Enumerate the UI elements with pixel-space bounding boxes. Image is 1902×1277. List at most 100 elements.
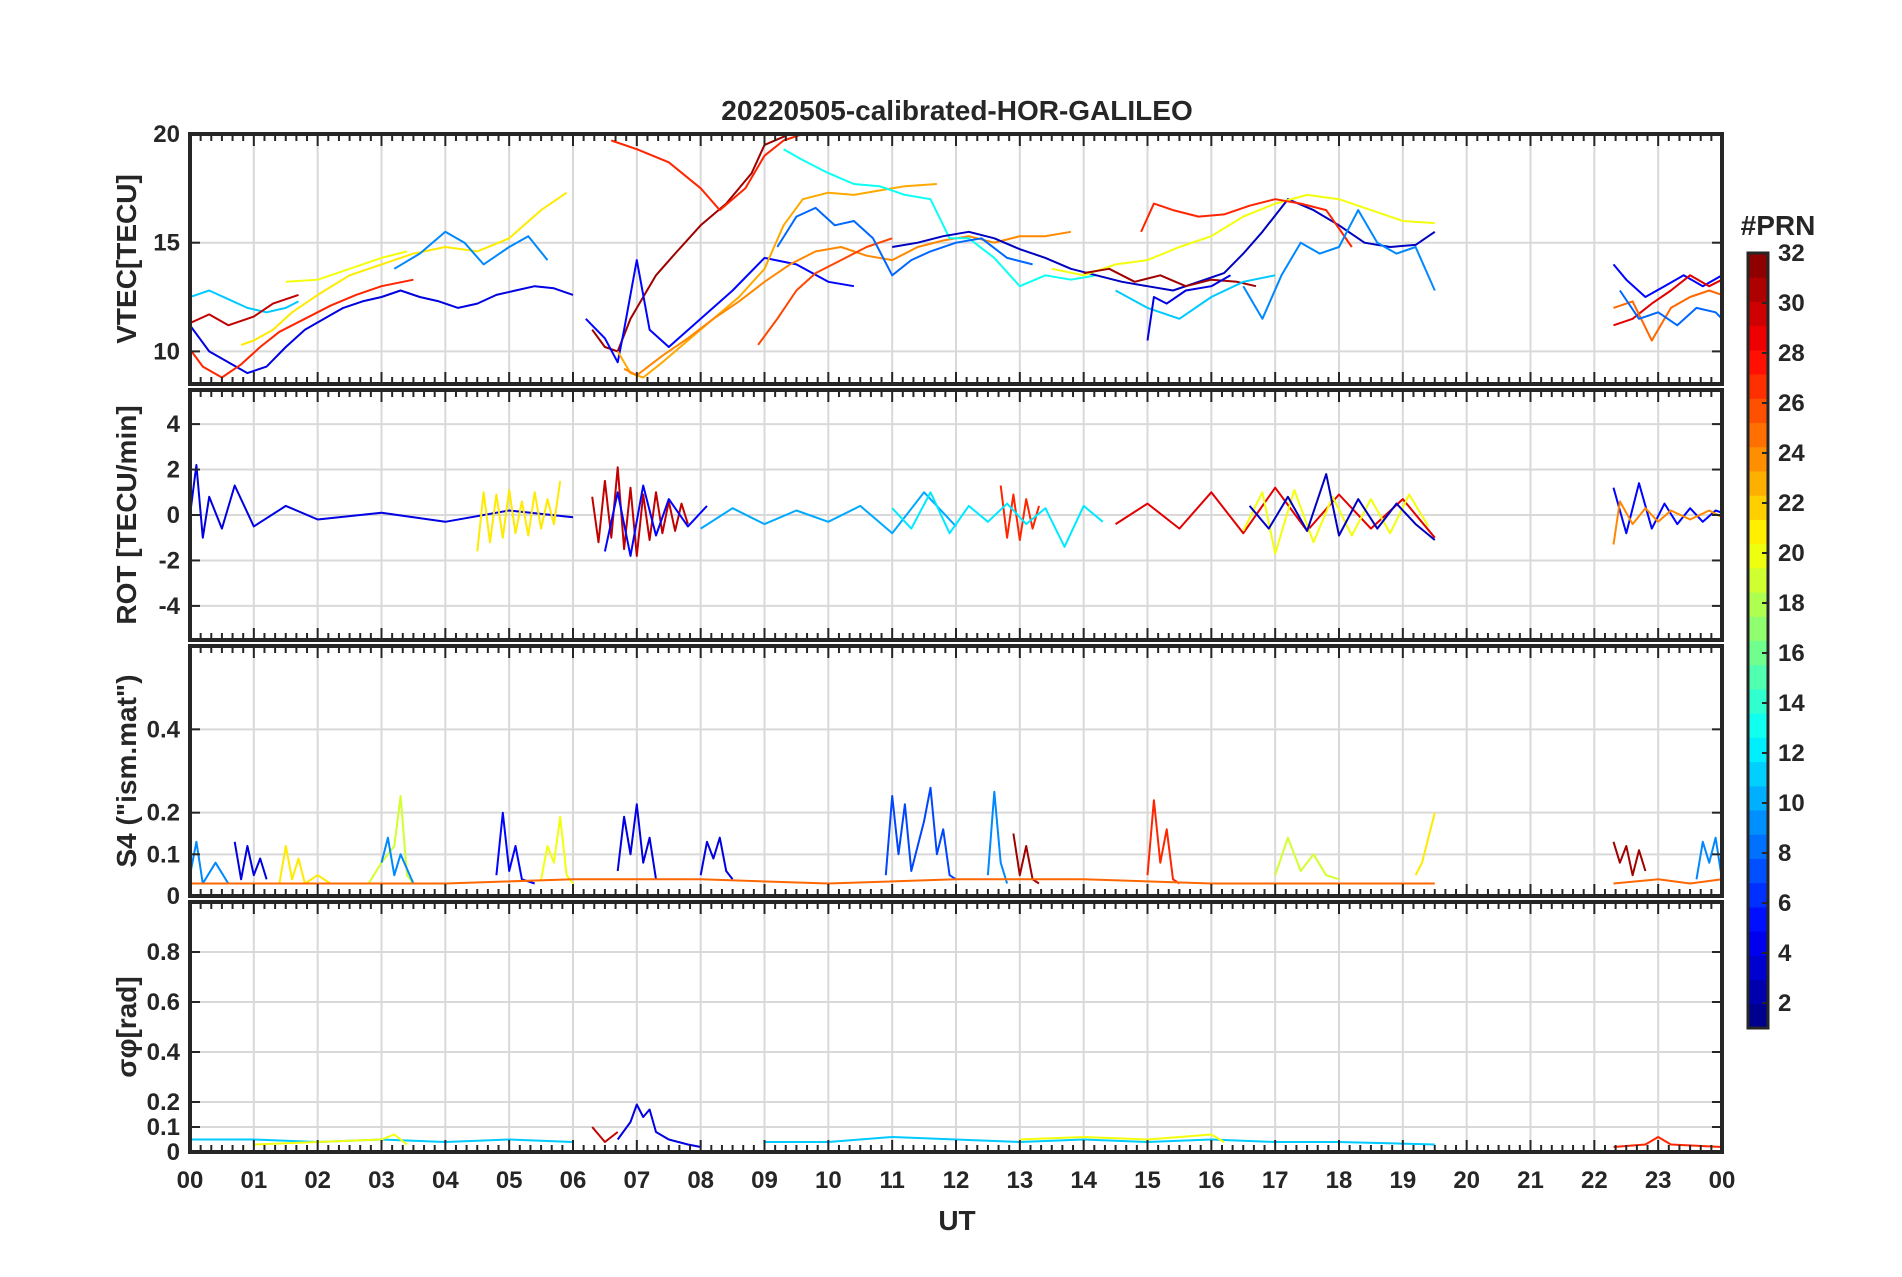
colorbar-segment xyxy=(1748,664,1768,690)
x-tick-label: 12 xyxy=(943,1167,970,1194)
series-line-prn-20 xyxy=(1019,1133,1225,1143)
colorbar-segment xyxy=(1748,495,1768,520)
series-line-prn-31 xyxy=(1012,833,1040,885)
panel-s4: 0 0.1 0.2 0.4S4 ("ism.mat") xyxy=(111,644,1724,910)
colorbar-tick-label: 14 xyxy=(1778,690,1805,717)
x-tick-label: 22 xyxy=(1581,1167,1608,1194)
colorbar-tick-label: 16 xyxy=(1778,640,1805,667)
series-line-prn-4 xyxy=(190,285,574,375)
series-line-prn-4 xyxy=(616,1103,701,1148)
series-line-prn-20 xyxy=(285,250,408,283)
series-group xyxy=(190,786,1722,885)
y-tick-label: 0.2 xyxy=(147,800,180,827)
series-line-prn-27 xyxy=(190,278,414,379)
x-tick-label: 06 xyxy=(560,1167,587,1194)
series-line-prn-29 xyxy=(1613,274,1722,327)
colorbar-segment xyxy=(1748,737,1768,763)
colorbar-segment xyxy=(1748,882,1768,908)
colorbar-segment xyxy=(1748,688,1768,714)
y-tick-label: 0 xyxy=(167,502,180,529)
colorbar-segment xyxy=(1748,1003,1768,1029)
chart-title: 20220505-calibrated-HOR-GALILEO xyxy=(721,95,1193,126)
series-line-prn-12 xyxy=(891,491,1104,548)
panel-vtec: 10 15 20 VTEC[TECU] xyxy=(111,121,1724,386)
x-tick-label: 20 xyxy=(1453,1167,1480,1194)
colorbar-segment xyxy=(1748,519,1768,545)
series-line-prn-31 xyxy=(1083,267,1257,288)
series-line-prn-25 xyxy=(1613,289,1722,342)
series-line-prn-21 xyxy=(1414,812,1436,876)
y-tick-label: 15 xyxy=(153,230,180,257)
colorbar-segment xyxy=(1748,858,1768,884)
y-tick-label: -2 xyxy=(159,547,180,574)
series-line-prn-21 xyxy=(476,480,562,552)
x-tick-label: 07 xyxy=(623,1167,650,1194)
series-line-prn-4 xyxy=(616,803,657,880)
colorbar-tick-label: 30 xyxy=(1778,290,1805,317)
colorbar-tick-label: 2 xyxy=(1778,990,1791,1017)
x-tick-label: 04 xyxy=(432,1167,459,1194)
panel-rot: -4 -2 0 2 4 ROT [TECU/min] xyxy=(111,388,1724,642)
colorbar-segment xyxy=(1748,470,1768,496)
colorbar-segment xyxy=(1748,253,1768,278)
panel-frame xyxy=(188,900,1724,1154)
y-tick-label: 4 xyxy=(167,411,181,438)
colorbar-tick-label: 18 xyxy=(1778,590,1805,617)
y-tick-label: 0.1 xyxy=(147,1114,180,1141)
series-line-prn-4 xyxy=(190,464,574,539)
panel-frame xyxy=(188,132,1724,386)
colorbar-tick-label: 24 xyxy=(1778,440,1805,467)
x-tick-label: 11 xyxy=(879,1167,904,1194)
colorbar-segment xyxy=(1748,713,1768,738)
y-tick-label: 0.4 xyxy=(147,1039,181,1066)
colorbar-tick-label: 32 xyxy=(1778,240,1805,267)
colorbar-segment xyxy=(1748,592,1768,617)
y-tick-label: 0.4 xyxy=(147,716,181,743)
series-line-prn-20 xyxy=(540,815,574,885)
x-axis-title: UT xyxy=(938,1205,975,1236)
colorbar-segment xyxy=(1748,810,1768,835)
series-line-prn-11 xyxy=(1115,274,1276,320)
colorbar-segment xyxy=(1748,979,1768,1005)
series-line-prn-11 xyxy=(190,289,299,314)
x-tick-label: 15 xyxy=(1134,1167,1161,1194)
series-line-prn-24 xyxy=(1612,500,1722,545)
colorbar-segment xyxy=(1748,277,1768,302)
series-line-prn-9 xyxy=(1695,836,1722,880)
x-tick-label: 09 xyxy=(751,1167,778,1194)
colorbar-segment xyxy=(1748,761,1768,787)
panel-frame xyxy=(188,644,1724,898)
y-tick-label: -4 xyxy=(159,593,181,620)
y-axis-title: VTEC[TECU] xyxy=(111,174,142,344)
colorbar-segment xyxy=(1748,567,1768,593)
series-line-prn-4 xyxy=(699,836,734,880)
series-line-prn-27 xyxy=(610,134,822,212)
colorbar-tick-label: 28 xyxy=(1778,340,1805,367)
colorbar-frame xyxy=(1746,251,1770,1030)
series-line-prn-20 xyxy=(1051,193,1435,277)
series-line-prn-30 xyxy=(591,1126,619,1143)
x-tick-label: 00 xyxy=(177,1167,204,1194)
series-group xyxy=(190,1103,1722,1148)
colorbar-tick-label: 20 xyxy=(1778,540,1805,567)
x-tick-label: 00 xyxy=(1709,1167,1736,1194)
colorbar-segment xyxy=(1748,955,1768,981)
y-tick-label: 0.6 xyxy=(147,989,180,1016)
series-line-prn-25 xyxy=(190,878,1435,885)
series-line-prn-5 xyxy=(1612,263,1722,298)
colorbar-segment xyxy=(1748,349,1768,375)
series-line-prn-9 xyxy=(380,836,415,884)
x-tick-label: 21 xyxy=(1517,1167,1544,1194)
series-line-prn-3 xyxy=(1248,473,1436,541)
x-tick-label: 03 xyxy=(368,1167,395,1194)
colorbar-segment xyxy=(1748,931,1768,956)
series-line-prn-9 xyxy=(393,230,549,270)
series-line-prn-19 xyxy=(367,795,415,885)
x-tick-label: 02 xyxy=(304,1167,331,1194)
colorbar-segment xyxy=(1748,834,1768,859)
series-line-prn-13 xyxy=(783,148,1097,288)
colorbar-label: #PRN xyxy=(1741,210,1816,241)
colorbar-segment xyxy=(1748,543,1768,569)
